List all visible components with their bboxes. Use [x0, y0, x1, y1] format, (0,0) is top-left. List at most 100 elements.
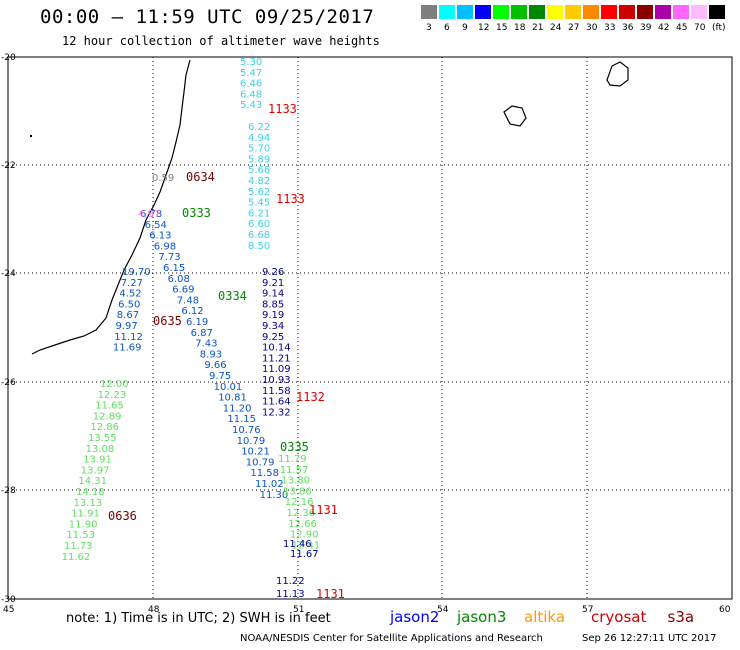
legend-label: 39: [640, 23, 652, 33]
swh-value: 12.32: [262, 407, 291, 418]
swh-value: 6.87: [191, 328, 213, 339]
pass-time-label: 0634: [186, 170, 215, 184]
legend-swatch: [709, 5, 725, 19]
swh-value: 12.89: [93, 411, 122, 422]
swh-value: 10.01: [214, 382, 243, 393]
swh-value: 6.69: [172, 285, 194, 296]
swh-value: 19.70: [122, 267, 151, 278]
swh-value: 11.20: [223, 403, 252, 414]
lat-tick-label: -20: [1, 53, 16, 63]
swh-value: 11.30: [260, 490, 289, 501]
legend-swatch: [637, 5, 653, 19]
swh-value: 13.97: [81, 465, 110, 476]
swh-value: 13.86: [283, 486, 312, 497]
swh-value: 5.89: [248, 154, 270, 165]
swh-value: 12.00: [100, 379, 129, 390]
map-subtitle: 12 hour collection of altimeter wave hei…: [62, 34, 380, 48]
swh-value: 9.26: [262, 267, 284, 278]
lat-tick-label: -28: [1, 486, 16, 496]
swh-value: 10.81: [218, 393, 247, 404]
legend-label: 70: [694, 23, 706, 33]
pass-time-label: 0335: [280, 440, 309, 454]
swh-value: 5.45: [248, 198, 270, 209]
pass-time-label: 1131: [316, 587, 345, 601]
legend-label: 6: [444, 23, 450, 33]
legend-label: 45: [676, 23, 688, 33]
swh-value: 9.25: [262, 332, 284, 343]
swh-value: 14.18: [76, 487, 105, 498]
swh-value: 5.43: [240, 100, 262, 111]
lon-tick-label: 45: [3, 605, 14, 615]
swh-value: 10.93: [262, 375, 291, 386]
swh-value: 8.67: [117, 310, 139, 321]
swh-value: 6.46: [240, 79, 262, 90]
swh-value: 12.66: [288, 519, 317, 530]
swh-value: 6.68: [248, 230, 270, 241]
swh-value: 6.13: [149, 231, 171, 242]
swh-value: 5.62: [248, 187, 270, 198]
swh-value: 4.94: [248, 133, 270, 144]
legend-swatch: [529, 5, 545, 19]
legend-swatch: [619, 5, 635, 19]
legend-label: 42: [658, 23, 670, 33]
pass-time-label: 1131: [309, 503, 338, 517]
island-reunion: [606, 61, 629, 87]
swh-value: 11.62: [62, 552, 91, 563]
timestamp-text: Sep 26 12:27:11 UTC 2017: [582, 633, 717, 644]
swh-value: 5.70: [248, 144, 270, 155]
swh-value: 6.12: [181, 306, 203, 317]
legend-swatch: [493, 5, 509, 19]
swh-value: 14.31: [78, 476, 107, 487]
swh-value: 6.08: [168, 274, 190, 285]
swh-value: 6.60: [248, 219, 270, 230]
legend-label: 33: [604, 23, 616, 33]
swh-value: 7.27: [121, 278, 143, 289]
swh-value: 12.41: [292, 540, 321, 551]
swh-value: 7.43: [195, 339, 217, 350]
swh-value: 11.69: [113, 343, 142, 354]
swh-value: 4.97: [138, 209, 160, 220]
legend-swatch: [421, 5, 437, 19]
pass-time-label: 0333: [182, 206, 211, 220]
swh-value: 11.53: [66, 530, 95, 541]
lon-tick-label: 51: [293, 605, 304, 615]
swh-value: 10.14: [262, 343, 291, 354]
swh-value: 5.66: [248, 165, 270, 176]
swh-value: 12.16: [285, 497, 314, 508]
mission-jason2: jason2: [390, 608, 440, 626]
swh-value: 11.79: [278, 454, 307, 465]
lat-tick-label: -22: [1, 161, 16, 171]
swh-value: 11.13: [276, 589, 305, 600]
legend-swatch: [475, 5, 491, 19]
legend-swatch: [511, 5, 527, 19]
swh-value: 11.46: [283, 539, 312, 550]
legend-swatch: [457, 5, 473, 19]
legend-swatch: [673, 5, 689, 19]
swh-value: 6.15: [163, 263, 185, 274]
swh-value: 11.09: [262, 364, 291, 375]
swh-value: 13.80: [281, 476, 310, 487]
footer-note: note: 1) Time is in UTC; 2) SWH is in fe…: [66, 611, 331, 626]
legend-label: 36: [622, 23, 634, 33]
swh-value: 11.58: [262, 386, 291, 397]
swh-value: 12.23: [98, 390, 127, 401]
swh-value: 9.75: [209, 371, 231, 382]
swh-value: 11.57: [280, 465, 309, 476]
pass-time-label: 1133: [268, 102, 297, 116]
swh-value: 5.30: [240, 57, 262, 68]
swh-value: 8.50: [248, 241, 270, 252]
swh-value: 10.21: [241, 447, 270, 458]
lat-tick-label: -24: [1, 269, 16, 279]
legend-swatch: [547, 5, 563, 19]
swh-value: 6.98: [154, 241, 176, 252]
swh-value: 12.90: [290, 530, 319, 541]
swh-value: 6.54: [145, 220, 167, 231]
swh-value: 8.93: [200, 349, 222, 360]
swh-value: 11.73: [64, 541, 93, 552]
lon-tick-label: 57: [582, 605, 593, 615]
lon-tick-label: 54: [437, 605, 449, 615]
pass-time-label: 1133: [276, 192, 305, 206]
swh-value: 11.02: [255, 479, 284, 490]
swh-value: 9.34: [262, 321, 284, 332]
